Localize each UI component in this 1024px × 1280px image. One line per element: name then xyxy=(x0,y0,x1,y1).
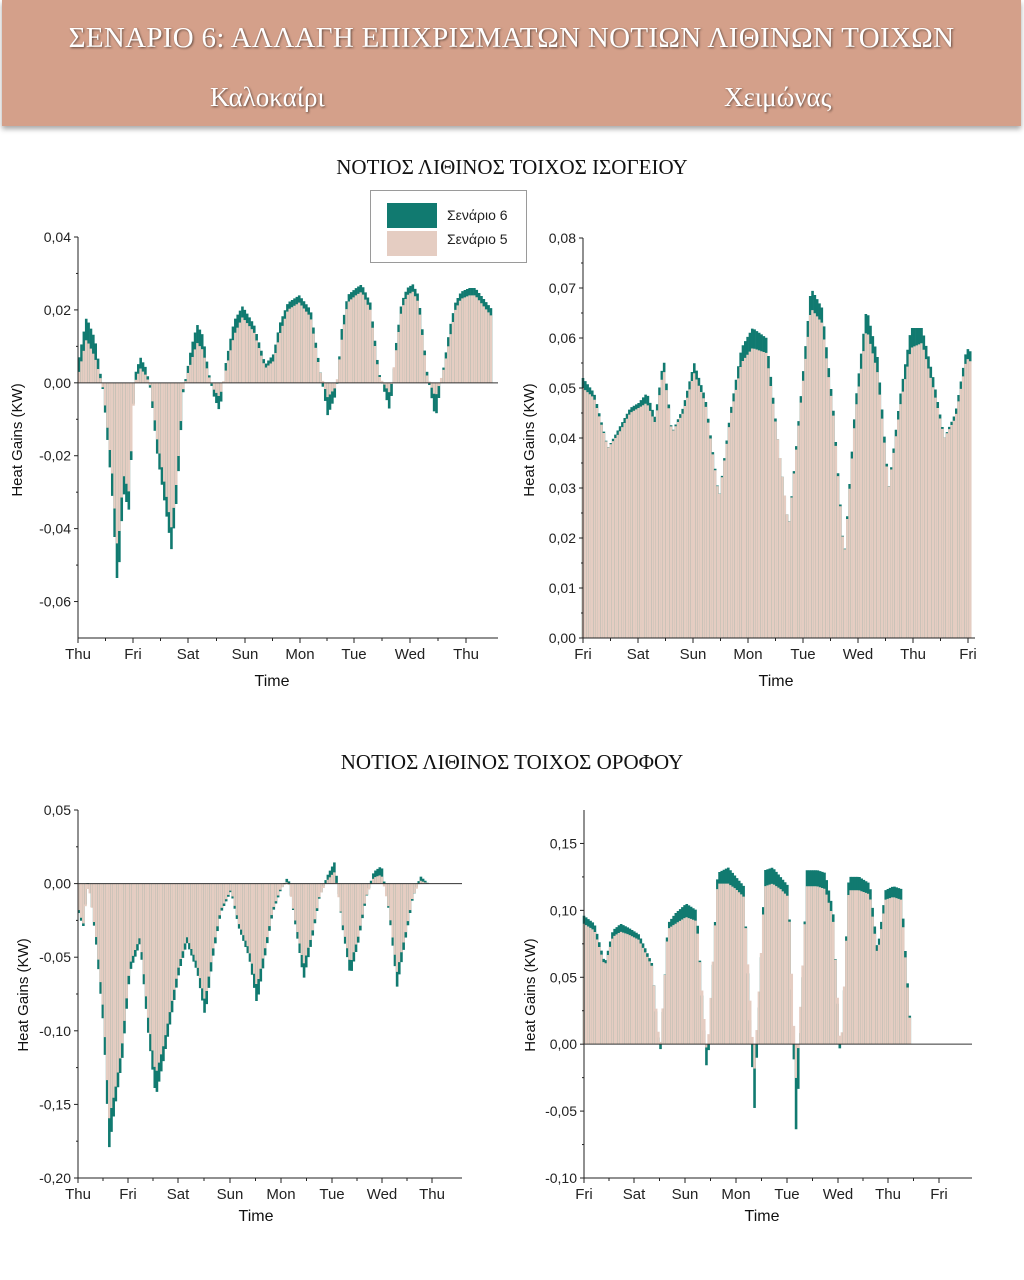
x-tick-label: Wed xyxy=(823,1186,854,1203)
x-axis-title: Time xyxy=(759,673,794,690)
x-tick-label: Wed xyxy=(843,646,874,663)
y-tick-label: 0,03 xyxy=(549,480,576,496)
section-title-roof: ΝΟΤΙΟΣ ΛΙΘΙΝΟΣ ΤΟΙΧΟΣ ΟΡΟΦΟΥ xyxy=(340,750,684,774)
x-tick-label: Mon xyxy=(266,1186,295,1203)
x-tick-label: Fri xyxy=(930,1186,948,1203)
y-tick-label: 0,00 xyxy=(549,630,576,646)
x-tick-label: Tue xyxy=(790,646,815,663)
x-tick-label: Thu xyxy=(900,646,926,663)
x-tick-label: Sat xyxy=(627,646,650,663)
x-tick-label: Fri xyxy=(959,646,977,663)
y-tick-label: 0,02 xyxy=(44,302,71,318)
x-tick-label: Mon xyxy=(285,646,314,663)
y-tick-label: 0,00 xyxy=(550,1036,577,1052)
y-tick-label: 0,01 xyxy=(549,580,576,596)
x-tick-label: Sun xyxy=(672,1186,699,1203)
x-tick-label: Thu xyxy=(65,1186,91,1203)
x-tick-label: Fri xyxy=(119,1186,137,1203)
legend-swatch-scenario6 xyxy=(387,203,437,228)
y-axis-title: Heat Gains (KW) xyxy=(15,938,32,1051)
legend: Σενάριο 6 Σενάριο 5 xyxy=(370,190,527,263)
y-axis-title: Heat Gains (KW) xyxy=(9,383,26,496)
y-tick-label: 0,15 xyxy=(550,835,577,851)
x-tick-label: Sun xyxy=(232,646,259,663)
x-tick-label: Thu xyxy=(419,1186,445,1203)
y-tick-label: 0,05 xyxy=(549,380,576,396)
y-axis-title: Heat Gains (KW) xyxy=(522,938,539,1051)
legend-swatch-scenario5 xyxy=(387,231,437,256)
x-tick-label: Tue xyxy=(774,1186,799,1203)
y-tick-label: -0,02 xyxy=(39,448,71,464)
x-tick-label: Thu xyxy=(65,646,91,663)
x-tick-label: Thu xyxy=(453,646,479,663)
x-tick-label: Tue xyxy=(319,1186,344,1203)
x-tick-label: Sat xyxy=(167,1186,190,1203)
y-tick-label: -0,06 xyxy=(39,594,71,610)
y-tick-label: -0,04 xyxy=(39,521,71,537)
x-axis-title: Time xyxy=(745,1208,780,1225)
y-tick-label: -0,15 xyxy=(39,1096,71,1112)
legend-label-scenario5: Σενάριο 5 xyxy=(447,231,508,247)
x-tick-label: Sun xyxy=(217,1186,244,1203)
y-axis-title: Heat Gains (KW) xyxy=(521,383,538,496)
y-tick-label: -0,05 xyxy=(545,1103,577,1119)
x-tick-label: Fri xyxy=(124,646,142,663)
y-tick-label: 0,00 xyxy=(44,375,71,391)
x-tick-label: Sat xyxy=(177,646,200,663)
x-tick-label: Wed xyxy=(395,646,426,663)
x-tick-label: Mon xyxy=(733,646,762,663)
x-axis-title: Time xyxy=(239,1208,274,1225)
y-tick-label: 0,05 xyxy=(44,802,71,818)
x-tick-label: Wed xyxy=(367,1186,398,1203)
x-tick-label: Sat xyxy=(623,1186,646,1203)
y-tick-label: 0,04 xyxy=(44,229,71,245)
y-tick-label: 0,06 xyxy=(549,330,576,346)
winter-label: Χειμώνας xyxy=(724,82,832,112)
y-tick-label: 0,08 xyxy=(549,230,576,246)
y-tick-label: 0,10 xyxy=(550,902,577,918)
y-tick-label: -0,10 xyxy=(545,1170,577,1186)
y-tick-label: 0,00 xyxy=(44,876,71,892)
legend-label-scenario6: Σενάριο 6 xyxy=(447,207,508,223)
x-tick-label: Sun xyxy=(680,646,707,663)
y-tick-label: 0,05 xyxy=(550,969,577,985)
x-tick-label: Thu xyxy=(875,1186,901,1203)
summer-label: Καλοκαίρι xyxy=(210,82,325,112)
y-tick-label: 0,07 xyxy=(549,280,576,296)
x-tick-label: Fri xyxy=(575,1186,593,1203)
header-banner: ΣΕΝΑΡΙΟ 6: ΑΛΛΑΓΗ ΕΠΙΧΡΙΣΜΑΤΩΝ ΝΟΤΙΩΝ ΛΙ… xyxy=(2,0,1021,126)
y-tick-label: -0,05 xyxy=(39,949,71,965)
page-title: ΣΕΝΑΡΙΟ 6: ΑΛΛΑΓΗ ΕΠΙΧΡΙΣΜΑΤΩΝ ΝΟΤΙΩΝ ΛΙ… xyxy=(68,22,955,54)
y-tick-label: 0,02 xyxy=(549,530,576,546)
x-axis-title: Time xyxy=(255,673,290,690)
x-tick-label: Mon xyxy=(721,1186,750,1203)
x-tick-label: Tue xyxy=(341,646,366,663)
y-tick-label: -0,20 xyxy=(39,1170,71,1186)
section-title-ground: ΝΟΤΙΟΣ ΛΙΘΙΝΟΣ ΤΟΙΧΟΣ ΙΣΟΓΕΙΟΥ xyxy=(336,155,688,179)
y-tick-label: -0,10 xyxy=(39,1023,71,1039)
x-tick-label: Fri xyxy=(574,646,592,663)
y-tick-label: 0,04 xyxy=(549,430,576,446)
